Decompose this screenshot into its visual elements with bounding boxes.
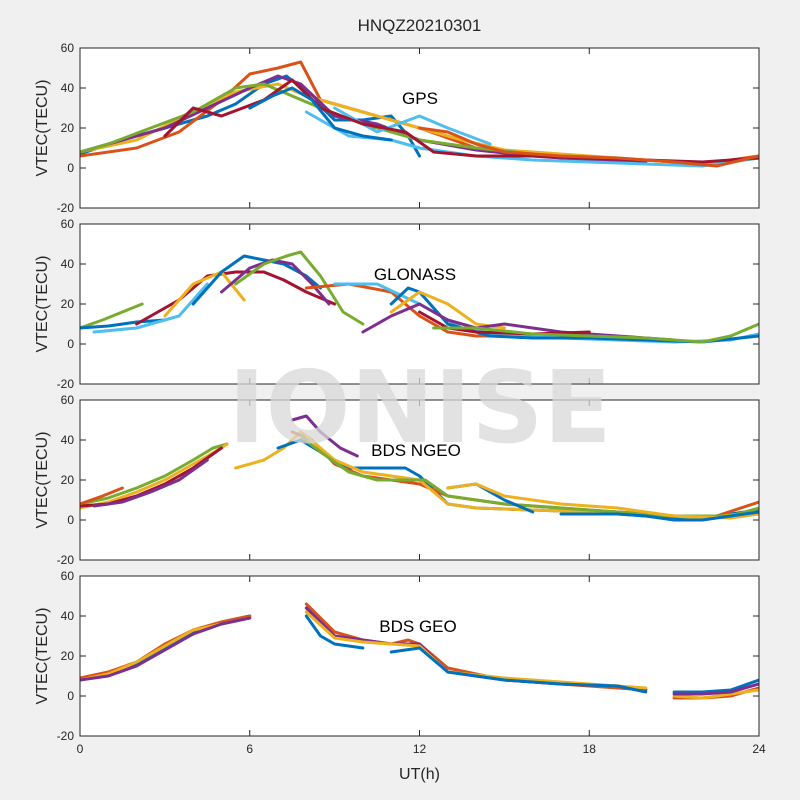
constellation-label: BDS NGEO [371, 441, 461, 460]
y-tick-label: 20 [61, 297, 75, 311]
series-line-10 [418, 126, 759, 168]
y-axis-label: VTEC(TECU) [34, 80, 51, 177]
y-tick-label: -20 [57, 553, 75, 567]
series-line-12 [672, 688, 759, 700]
y-axis-label: VTEC(TECU) [34, 608, 51, 705]
x-tick-label: 18 [583, 742, 597, 756]
y-tick-label: 0 [67, 161, 74, 175]
series-line-10 [672, 678, 759, 694]
series-group [80, 414, 759, 522]
chart-title: HNQZ20210301 [358, 16, 482, 35]
series-line-9 [248, 86, 393, 142]
constellation-label: GLONASS [374, 265, 456, 284]
y-tick-label: 40 [61, 257, 75, 271]
plot-area [80, 576, 759, 736]
series-line-7 [290, 414, 359, 458]
series-line-14 [559, 510, 759, 522]
series-line-3 [92, 282, 209, 334]
x-tick-label: 12 [413, 742, 427, 756]
panel-glonass: -20 0 20 40 60 VTEC(TECU) GLONASS [34, 217, 760, 391]
panel-bds-ngeo: -20 0 20 40 60 VTEC(TECU) BDS NGEO [34, 393, 760, 567]
y-tick-label: 20 [61, 121, 75, 135]
series-line-4 [80, 616, 252, 682]
y-tick-label: 40 [61, 609, 75, 623]
series-group [80, 60, 759, 168]
y-tick-label: -20 [57, 729, 75, 743]
series-line-15 [432, 322, 759, 344]
y-tick-label: 0 [67, 337, 74, 351]
y-tick-label: 40 [61, 81, 75, 95]
y-tick-label: 20 [61, 473, 75, 487]
watermark-text: IONISE [228, 349, 611, 466]
x-tick-label: 0 [77, 742, 84, 756]
x-axis-label: UT(h) [399, 766, 440, 783]
series-line-2 [80, 318, 167, 330]
series-line-4 [80, 486, 124, 506]
y-tick-label: 60 [61, 569, 75, 583]
series-line-5 [304, 614, 365, 650]
constellation-label: GPS [402, 89, 438, 108]
y-tick-label: 0 [67, 689, 74, 703]
series-line-8 [234, 250, 365, 326]
series-line-1 [80, 302, 144, 330]
y-tick-label: 0 [67, 513, 74, 527]
y-tick-label: -20 [57, 377, 75, 391]
series-line-6 [191, 254, 322, 306]
y-tick-label: -20 [57, 201, 75, 215]
y-tick-label: 60 [61, 393, 75, 407]
series-line-9 [389, 646, 648, 694]
series-line-6 [234, 430, 314, 470]
series-line-1 [80, 442, 229, 506]
y-axis-label: VTEC(TECU) [34, 432, 51, 529]
y-axis-label: VTEC(TECU) [34, 256, 51, 353]
series-line-13 [672, 682, 759, 696]
x-tick-label: 6 [246, 742, 253, 756]
y-tick-label: 60 [61, 41, 75, 55]
series-line-5 [92, 458, 209, 508]
series-group [80, 602, 759, 700]
x-tick-label: 24 [752, 742, 766, 756]
y-tick-label: 40 [61, 433, 75, 447]
constellation-label: BDS GEO [379, 617, 456, 636]
series-group [80, 250, 759, 344]
series-line-2 [80, 614, 252, 680]
y-tick-label: 60 [61, 217, 75, 231]
panel-gps: -20 0 20 40 60 VTEC(TECU) GPS HNQZ20210301 [34, 16, 760, 215]
series-line-5 [163, 270, 246, 318]
y-tick-label: 20 [61, 649, 75, 663]
